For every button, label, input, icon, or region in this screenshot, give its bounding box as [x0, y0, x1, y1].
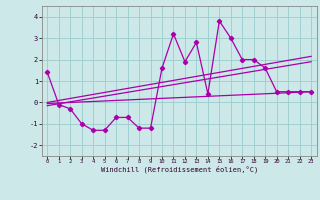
X-axis label: Windchill (Refroidissement éolien,°C): Windchill (Refroidissement éolien,°C) — [100, 166, 258, 173]
